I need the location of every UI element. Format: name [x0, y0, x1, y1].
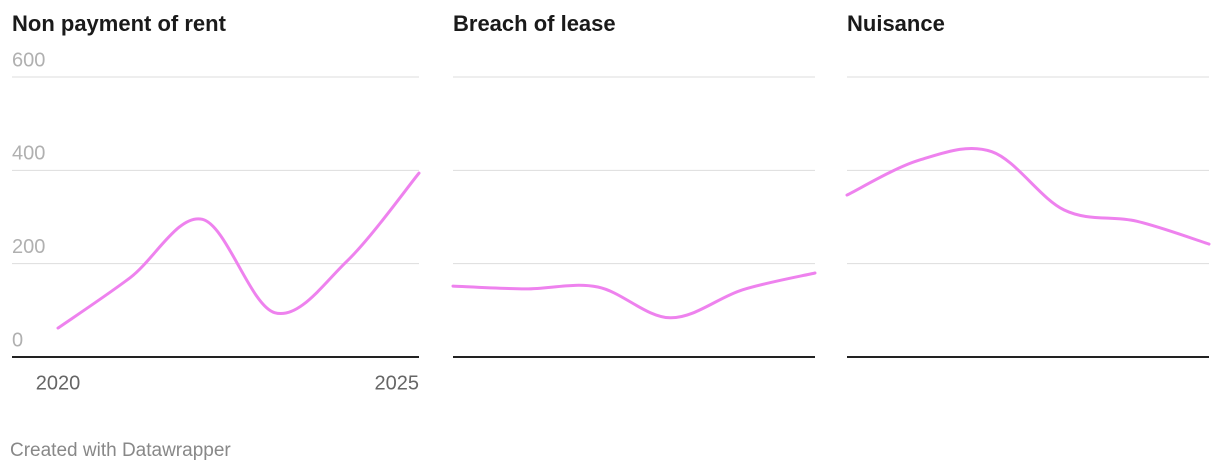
y-tick-label: 600	[12, 49, 45, 71]
panel-title: Breach of lease	[453, 11, 616, 36]
y-tick-label: 400	[12, 143, 45, 165]
panel-title: Nuisance	[847, 11, 945, 36]
line	[451, 271, 817, 320]
panel-title: Non payment of rent	[12, 11, 227, 36]
y-tick-label: 0	[12, 329, 23, 351]
x-tick-label: 2025	[375, 372, 420, 394]
line	[845, 147, 1211, 246]
x-tick-label: 2020	[36, 372, 81, 394]
y-tick-label: 200	[12, 236, 45, 258]
line	[56, 171, 421, 330]
credit: Created with Datawrapper	[10, 440, 231, 461]
